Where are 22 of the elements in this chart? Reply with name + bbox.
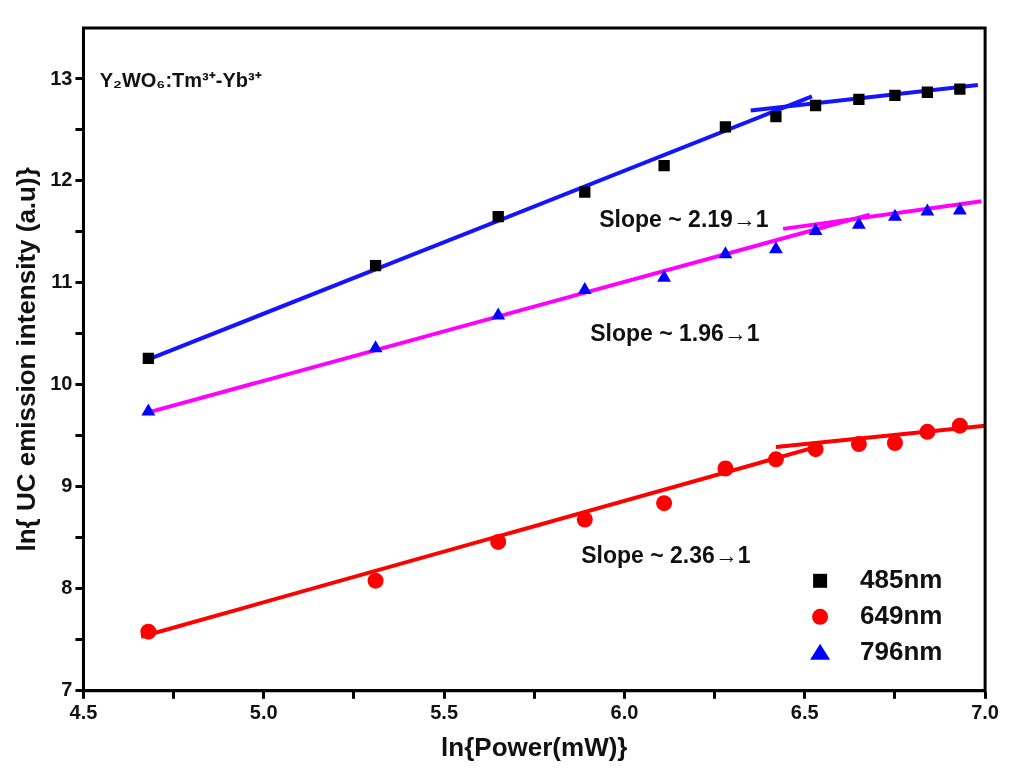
y-tick-label: 8 <box>61 576 73 599</box>
y-tick-label: 12 <box>50 168 73 191</box>
y-tick-label: 7 <box>61 678 73 701</box>
x-tick-label: 7.0 <box>971 701 999 724</box>
y-tick-label: 10 <box>50 372 73 395</box>
x-tick-label: 4.5 <box>69 701 98 724</box>
y-tick-label: 11 <box>51 270 73 293</box>
x-tick-label: 6.0 <box>610 701 639 724</box>
legend-label: 796nm <box>860 635 943 666</box>
x-tick-label: 5.0 <box>249 701 278 724</box>
y-tick-label: 9 <box>61 474 73 497</box>
legend-label: 485nm <box>860 563 943 594</box>
annotation: Slope ~ 2.36→1 <box>581 541 751 568</box>
y-tick-label: 13 <box>50 66 73 89</box>
annotation: Y₂WO₆:Tm³⁺-Yb³⁺ <box>99 68 262 91</box>
annotation: Slope ~ 1.96→1 <box>590 319 760 346</box>
y-axis-title: ln{ UC emission intensity (a.u)} <box>10 167 41 552</box>
legend-label: 649nm <box>860 599 943 630</box>
x-axis-title: ln{Power(mW)} <box>441 731 628 762</box>
annotation: Slope ~ 2.19→1 <box>599 205 769 232</box>
x-tick-label: 5.5 <box>430 701 459 724</box>
x-tick-label: 6.5 <box>790 701 819 724</box>
